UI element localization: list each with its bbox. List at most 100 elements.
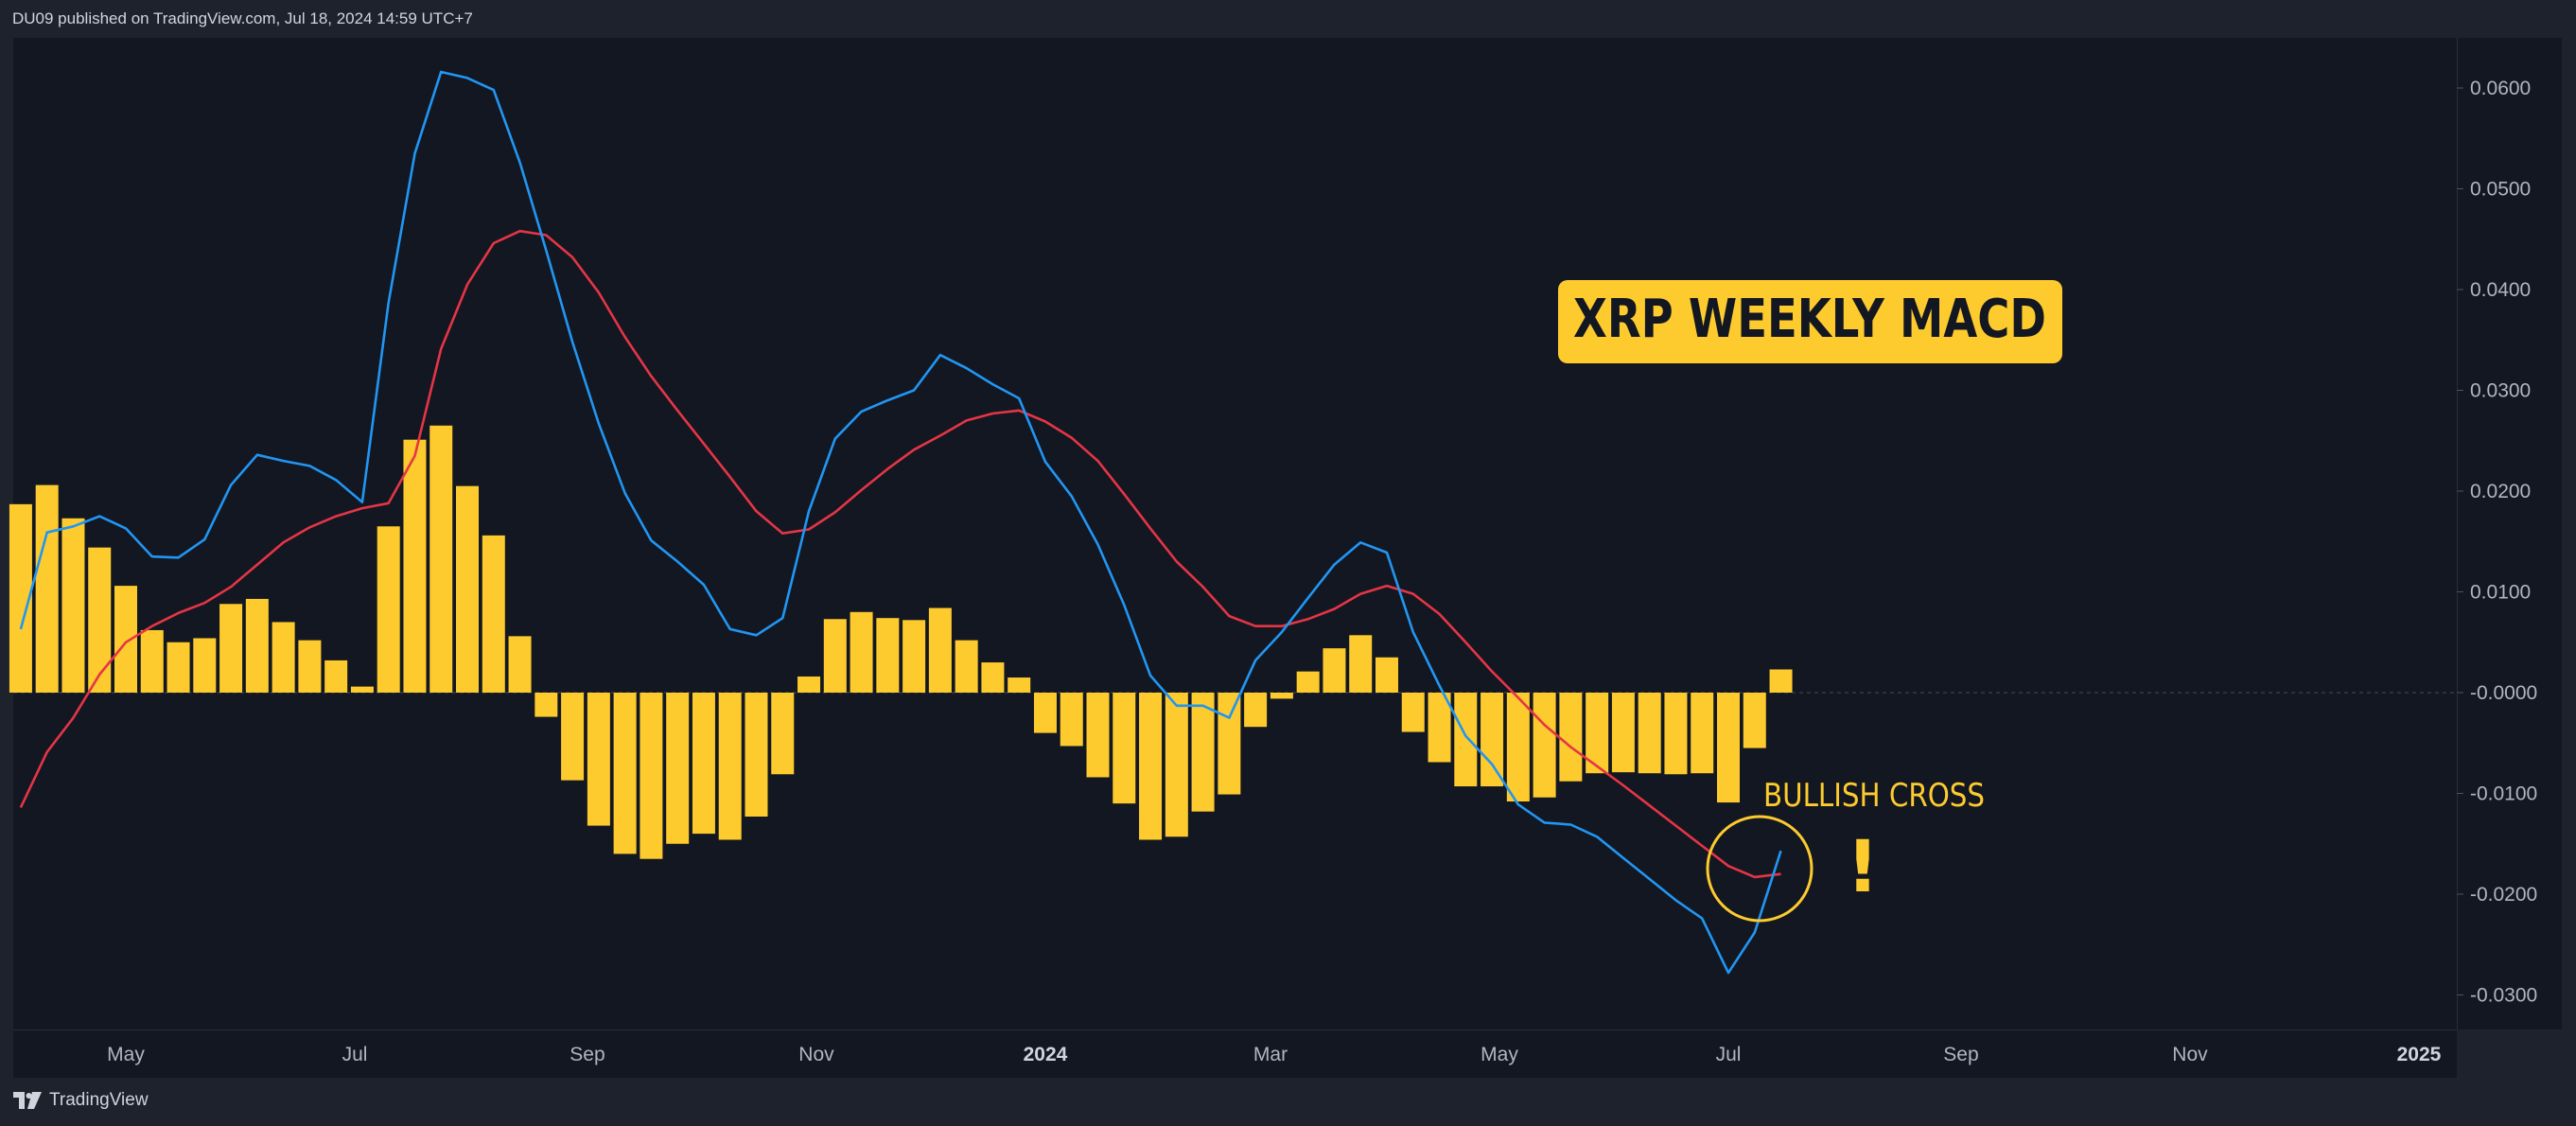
histogram-bar [1033,693,1057,733]
x-tick-label: Jul [1716,1044,1742,1065]
y-tick-label: 0.0200 [2470,481,2531,502]
histogram-bar [1113,693,1136,804]
bullish-cross-circle [1706,815,1814,923]
histogram-bar [1638,693,1661,774]
histogram-bar [1533,693,1556,798]
histogram-bar [955,640,978,693]
histogram-bar [1060,693,1083,747]
histogram-bar [797,676,821,693]
x-tick-label: May [1481,1044,1518,1065]
histogram-bar [1375,657,1398,693]
histogram-bar [745,693,768,817]
x-tick-label: Sep [570,1044,605,1065]
histogram-bar [350,686,374,693]
histogram-bar [1506,693,1530,802]
histogram-bar [88,547,112,693]
histogram-bar [1323,648,1346,693]
y-tick-label: 0.0300 [2470,380,2531,402]
x-tick-label: Mar [1253,1044,1288,1065]
x-tick-label: May [107,1044,145,1065]
histogram-bar [534,693,558,717]
histogram-bar [166,642,190,693]
tradingview-brand[interactable]: TradingView [13,1090,149,1111]
histogram-bar [902,620,926,693]
histogram-bar [1165,693,1188,837]
histogram-bar [1769,669,1793,693]
histogram-bar [508,636,532,693]
histogram-bar [1454,693,1478,787]
x-tick-label: 2025 [2397,1044,2442,1065]
tradingview-logo-icon [13,1092,42,1109]
histogram-bar [35,484,59,693]
x-tick-label: Sep [1943,1044,1978,1065]
y-tick-label: -0.0200 [2470,884,2537,906]
x-tick-label: Jul [342,1044,368,1065]
histogram-bar [561,693,585,781]
histogram-bar [482,535,505,693]
histogram-bar [61,518,85,693]
histogram-bar [377,526,400,693]
y-tick-label: -0.0300 [2470,985,2537,1007]
histogram-bar [1664,693,1688,775]
histogram-bar [718,693,742,840]
histogram-bar [1349,635,1373,693]
y-tick-label: 0.0400 [2470,279,2531,301]
histogram-bar [1218,693,1241,795]
histogram-bar [1086,693,1110,778]
histogram-bar [324,660,348,693]
histogram-bar [403,439,427,693]
histogram-bar [1139,693,1163,840]
histogram-bar [1296,671,1320,693]
macd-line [19,70,1782,975]
histogram-bar [1611,693,1635,773]
y-tick-label: -0.0000 [2470,682,2537,704]
tradingview-label: TradingView [49,1090,149,1110]
histogram-bar [1691,693,1714,774]
histogram-bar [272,622,295,693]
histogram-bar [1191,693,1215,812]
signal-line [19,229,1781,879]
footer-bar: TradingView [0,1077,2576,1126]
time-axis[interactable] [13,1029,2457,1078]
histogram-bar [587,693,610,826]
y-tick-label: 0.0100 [2470,582,2531,604]
x-tick-label: 2024 [1024,1044,1068,1065]
histogram-bar [823,619,847,693]
histogram-bar [429,425,453,693]
histogram-bar [613,693,637,854]
annotation-label: BULLISH CROSS [1763,777,1985,815]
histogram-bar [193,638,217,693]
histogram-bar [981,662,1005,693]
y-tick-label: 0.0600 [2470,78,2531,99]
histogram-bar [640,693,663,859]
histogram-bar [1401,693,1425,732]
histogram-bar [928,607,952,693]
price-axis[interactable] [2457,38,2562,1029]
histogram-bar [140,629,164,693]
histogram-bar [298,640,322,693]
histogram-bar [1481,693,1504,787]
histogram-bar [1008,677,1031,693]
histogram-bar [1244,693,1268,728]
histogram-bar [114,586,137,693]
histogram-bar [850,611,873,693]
publish-info-text: DU09 published on TradingView.com, Jul 1… [12,9,473,27]
histogram-bar [219,604,243,693]
y-tick-label: -0.0100 [2470,783,2537,805]
histogram-bar [876,618,900,693]
histogram-bar [1717,693,1740,803]
x-tick-label: Nov [2172,1044,2208,1065]
y-tick-label: 0.0500 [2470,179,2531,201]
exclamation-mark: ! [1847,824,1880,908]
x-tick-label: Nov [798,1044,834,1065]
histogram-bar [692,693,715,835]
histogram-bar [771,693,795,775]
histogram-bar [666,693,690,844]
publish-info-bar: DU09 published on TradingView.com, Jul 1… [0,0,2576,38]
title-box [1558,280,2062,363]
histogram-bar [1270,693,1293,699]
histogram-bar [245,598,269,693]
histogram-bar [1743,693,1766,748]
